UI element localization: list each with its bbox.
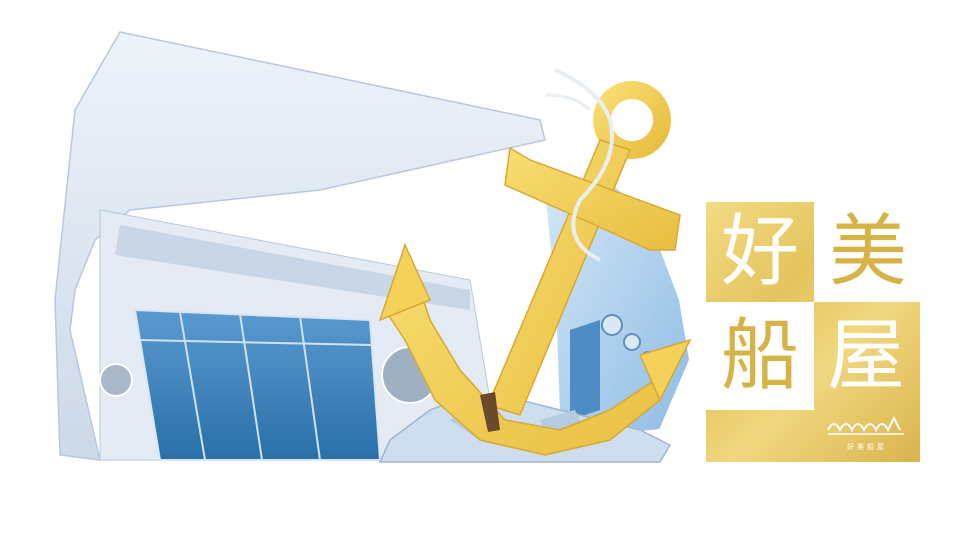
logo-char: 好: [720, 207, 799, 297]
porthole-window: [99, 363, 133, 397]
logo-char: 船: [720, 311, 799, 401]
logo-char: 屋: [826, 311, 905, 401]
logo-char: 美: [828, 207, 907, 297]
wave-logo-icon: [827, 415, 904, 435]
logo-panel-white: [814, 202, 920, 302]
logo-panel-white: [706, 302, 814, 410]
glass-facade: [133, 308, 382, 461]
logo-caption: 好美船屋: [847, 443, 887, 451]
anchor: [378, 68, 692, 456]
brand-logo: 好 美 船 屋 好美船屋: [706, 202, 920, 462]
